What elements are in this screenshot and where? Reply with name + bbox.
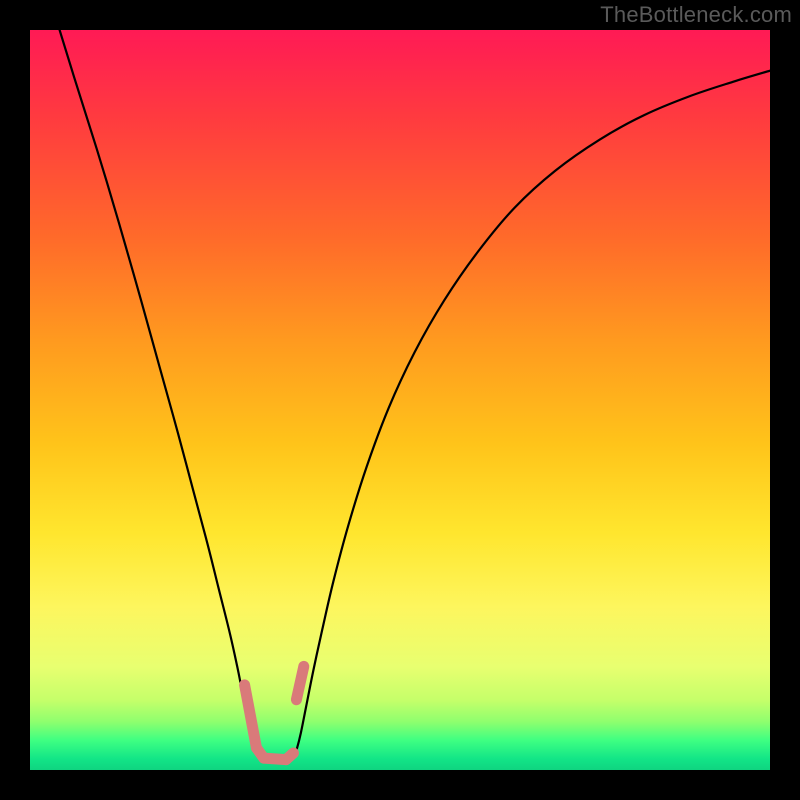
plot-svg <box>30 30 770 770</box>
plot-background <box>30 30 770 770</box>
valley-marker-segment <box>296 666 303 699</box>
watermark-text: TheBottleneck.com <box>600 2 792 28</box>
canvas: TheBottleneck.com <box>0 0 800 800</box>
valley-marker-segment <box>286 753 293 760</box>
plot-frame <box>30 30 770 770</box>
